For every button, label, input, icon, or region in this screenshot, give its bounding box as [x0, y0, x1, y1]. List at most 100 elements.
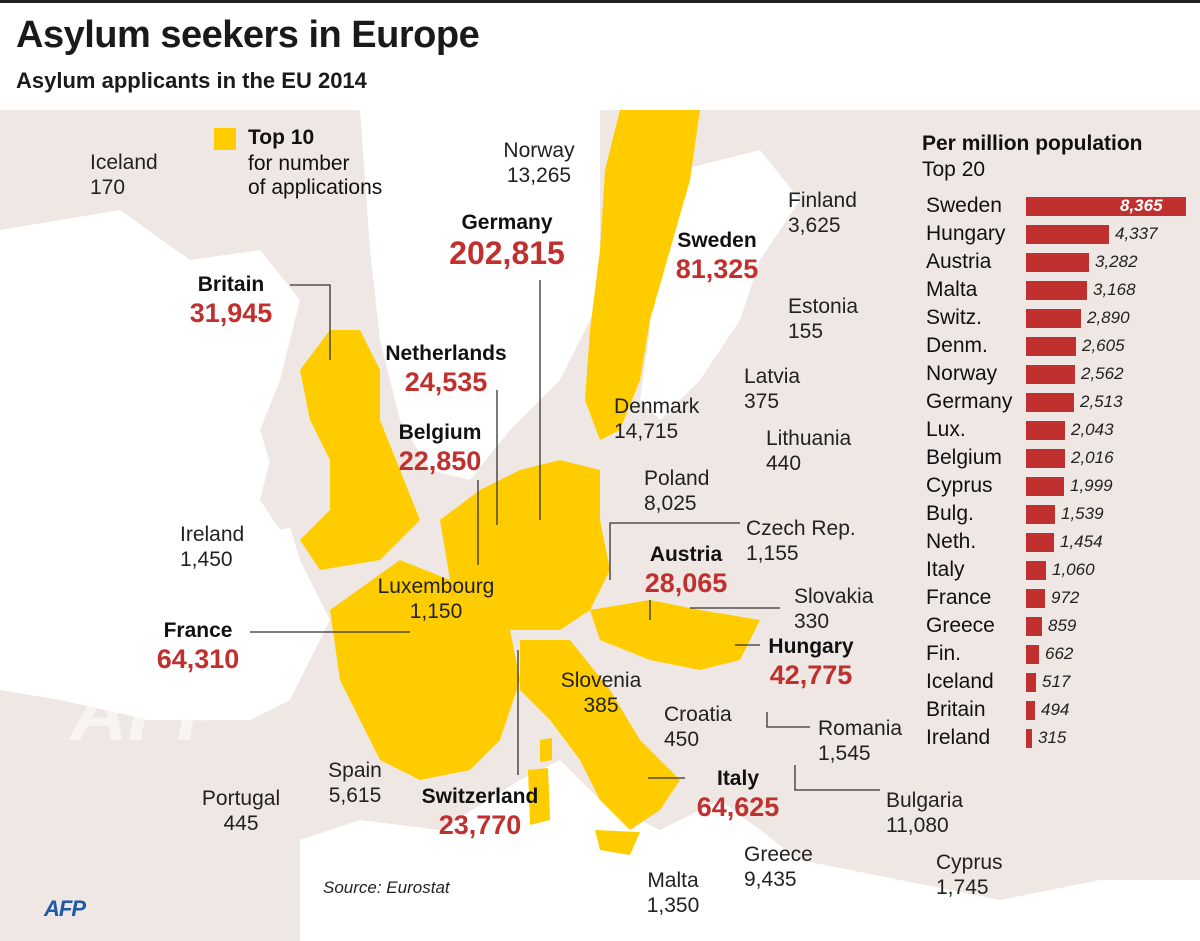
label-italy: Italy 64,625 — [686, 766, 790, 823]
country-value: 375 — [744, 390, 780, 413]
label-belgium: Belgium 22,850 — [390, 420, 490, 477]
country-name: Estonia — [788, 295, 859, 318]
ranking-country: Cyprus — [926, 474, 993, 497]
label-switzerland: Switzerland 23,770 — [410, 784, 550, 841]
country-name: Poland — [644, 467, 710, 490]
country-value: 31,945 — [189, 298, 273, 328]
ranking-value: 662 — [1045, 644, 1074, 663]
label-cyprus: Cyprus 1,745 — [936, 850, 1003, 900]
afp-watermark: AFP — [68, 668, 231, 757]
ranking-value: 3,168 — [1093, 280, 1136, 299]
label-romania: Romania 1,545 — [818, 716, 902, 766]
country-value: 13,265 — [506, 164, 572, 187]
country-value: 42,775 — [769, 660, 853, 690]
atlantic-sea — [0, 210, 330, 720]
country-name: Denmark — [614, 395, 700, 418]
france-shape — [330, 560, 520, 780]
ranking-value: 2,043 — [1071, 420, 1114, 439]
country-name: Slovakia — [794, 585, 874, 608]
ranking-bar — [1026, 449, 1065, 468]
afp-logo-text: AFP — [44, 896, 86, 921]
label-germany: Germany 202,815 — [440, 210, 574, 271]
country-name: Latvia — [744, 365, 801, 388]
country-value: 330 — [794, 610, 830, 633]
austria-hungary-shape — [590, 600, 760, 670]
header: Asylum seekers in Europe Asylum applican… — [0, 0, 1200, 110]
legend-title: Top 10 — [248, 126, 315, 149]
country-value: 1,450 — [180, 548, 233, 571]
country-value: 3,625 — [788, 214, 841, 237]
country-value: 1,350 — [646, 894, 700, 917]
ranking-bar — [1026, 673, 1036, 692]
country-name: Luxembourg — [377, 575, 495, 598]
ranking-country: Ireland — [926, 726, 991, 749]
country-name: Sweden — [677, 229, 757, 252]
ranking-bar — [1026, 701, 1035, 720]
ranking-bar — [1026, 729, 1032, 748]
country-name: Portugal — [201, 787, 281, 810]
baltic-sea — [640, 150, 800, 420]
page-title: Asylum seekers in Europe — [16, 14, 480, 56]
country-name: Belgium — [398, 421, 482, 444]
country-name: Iceland — [90, 151, 158, 174]
country-name: Lithuania — [766, 427, 852, 450]
label-malta: Malta 1,350 — [640, 868, 706, 918]
country-value: 5,615 — [328, 784, 382, 807]
country-name: Ireland — [180, 523, 245, 546]
top-rule — [0, 0, 1200, 3]
ranking-value: 8,365 — [1120, 196, 1163, 215]
ranking-value: 972 — [1051, 588, 1080, 607]
country-value: 64,625 — [696, 792, 780, 822]
legend-swatch — [214, 128, 236, 150]
country-name: Italy — [716, 767, 760, 790]
country-name: Germany — [461, 211, 553, 234]
country-value: 8,025 — [644, 492, 697, 515]
italy-shape — [520, 640, 680, 830]
ranking-bar — [1026, 253, 1089, 272]
country-value: 23,770 — [438, 810, 522, 840]
country-name: Romania — [818, 717, 903, 740]
label-ireland: Ireland 1,450 — [180, 522, 244, 572]
country-name: Finland — [788, 189, 857, 212]
country-value: 14,715 — [614, 420, 679, 443]
country-value: 385 — [583, 694, 619, 717]
country-value: 28,065 — [644, 568, 728, 598]
ranking-bar — [1026, 477, 1064, 496]
ranking-country: Britain — [926, 698, 986, 721]
label-estonia: Estonia 155 — [788, 294, 858, 344]
page-subtitle: Asylum applicants in the EU 2014 — [16, 68, 367, 93]
label-denmark: Denmark 14,715 — [614, 394, 699, 444]
country-value: 445 — [223, 812, 259, 835]
label-luxembourg: Luxembourg 1,150 — [370, 574, 502, 624]
ranking-bar — [1026, 645, 1039, 664]
ranking-value: 1,060 — [1052, 560, 1095, 579]
label-croatia: Croatia 450 — [664, 702, 732, 752]
country-value: 22,850 — [398, 446, 482, 476]
ranking-value: 2,890 — [1087, 308, 1130, 327]
country-value: 24,535 — [404, 367, 488, 397]
europe-map: AFP Top 10 for number of applications — [0, 110, 1200, 941]
country-name: Hungary — [768, 635, 854, 658]
source-note: Source: Eurostat — [323, 878, 450, 897]
label-portugal: Portugal 445 — [196, 786, 286, 836]
ranking-country: France — [926, 586, 992, 609]
ranking-country: Hungary — [926, 222, 1006, 245]
country-value: 64,310 — [156, 644, 240, 674]
country-name: Malta — [647, 869, 699, 892]
sicily-shape — [595, 830, 640, 855]
corsica-shape — [540, 738, 552, 762]
label-lithuania: Lithuania 440 — [766, 426, 851, 476]
country-value: 9,435 — [744, 868, 797, 891]
country-name: Austria — [649, 543, 723, 566]
ranking-country: Austria — [926, 250, 992, 273]
ranking-bar — [1026, 561, 1046, 580]
label-hungary: Hungary 42,775 — [758, 634, 864, 691]
ranking-country: Germany — [926, 390, 1013, 413]
ranking-value: 315 — [1038, 728, 1067, 747]
britain-shape — [300, 330, 420, 570]
ranking-value: 3,282 — [1095, 252, 1138, 271]
country-name: Slovenia — [560, 669, 642, 692]
ranking-bar — [1026, 337, 1076, 356]
label-latvia: Latvia 375 — [744, 364, 800, 414]
country-value: 1,155 — [746, 542, 799, 565]
